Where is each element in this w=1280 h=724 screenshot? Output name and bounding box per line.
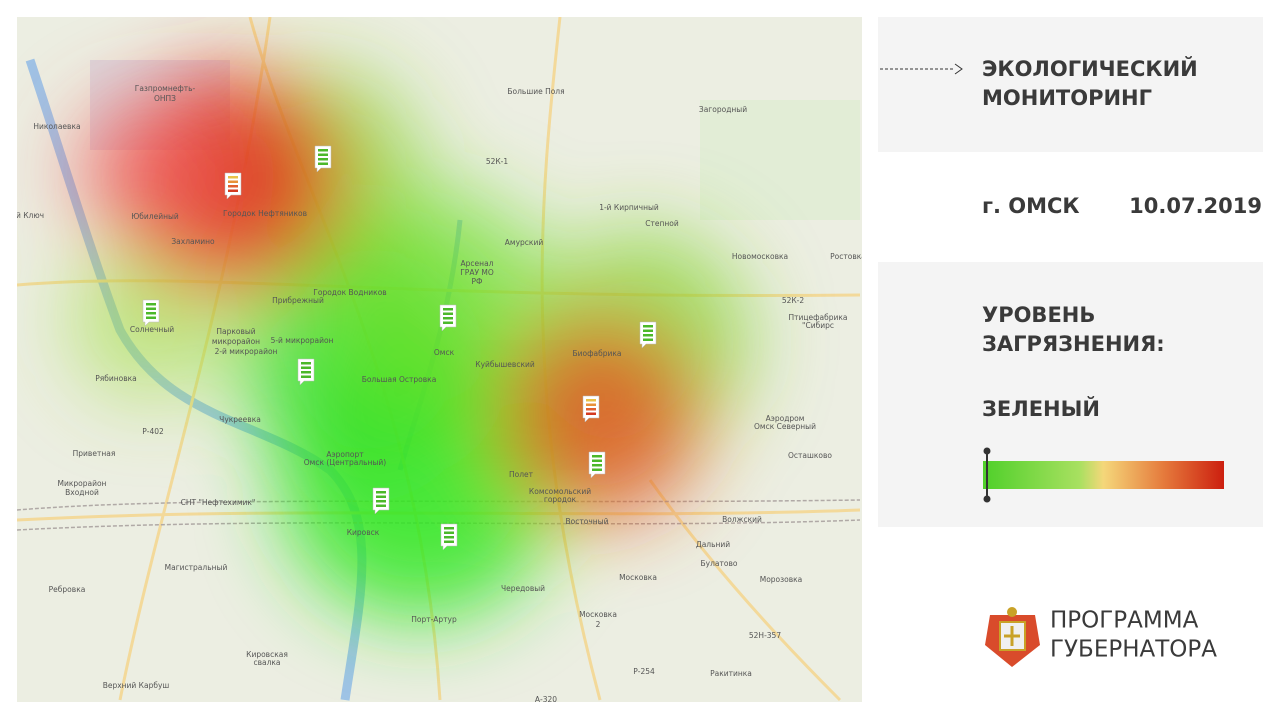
place-label: Ребровка <box>49 585 86 594</box>
footer-text: ГУБЕРНАТОРА <box>1050 637 1217 663</box>
place-label: Полет <box>509 470 534 479</box>
arrow-head <box>954 63 963 75</box>
place-label: Аэродром <box>766 414 805 423</box>
pollution-level: ЗЕЛЕНЫЙ <box>982 396 1100 421</box>
place-label: микрорайон <box>212 337 260 346</box>
place-label: 2-й микрорайон <box>215 347 278 356</box>
place-label: Николаевка <box>33 122 80 131</box>
place-label: Парковый <box>216 327 255 336</box>
place-label: 5-й микрорайон <box>271 336 334 345</box>
sensor-marker <box>588 451 606 479</box>
place-label: свалка <box>253 658 280 667</box>
place-label: Омск Северный <box>754 422 816 431</box>
place-label: Новомосковка <box>732 252 788 261</box>
place-label: Волжский <box>722 515 762 524</box>
sensor-marker <box>314 145 332 173</box>
pollution-label: УРОВЕНЬ <box>982 303 1095 327</box>
place-label: Юбилейный <box>131 212 179 221</box>
level-pointer <box>983 447 991 455</box>
place-label: Газпромнефть- <box>135 84 196 93</box>
level-scale <box>983 461 1224 489</box>
place-label: Верхний Карбуш <box>103 681 170 690</box>
place-label: Рябиновка <box>95 374 137 383</box>
city: г. ОМСК <box>982 194 1080 218</box>
place-label: Морозовка <box>760 575 803 584</box>
place-label: Чукреевка <box>219 415 261 424</box>
level-pointer <box>983 495 991 503</box>
place-label: 1-й Кирпичный <box>599 203 659 212</box>
map: Газпромнефть-ОНПЗ Николаевка Юбилейный Горо… <box>16 17 866 704</box>
map-labels: Газпромнефть-ОНПЗ Николаевка Юбилейный Горо… <box>16 84 866 704</box>
place-label: Биофабрика <box>572 349 621 358</box>
place-label: Степной <box>645 219 679 228</box>
header-box <box>878 17 1263 152</box>
field <box>700 100 860 220</box>
place-label: Московка <box>619 573 657 582</box>
place-label: Арсенал <box>461 259 494 268</box>
footer-text: ПРОГРАММА <box>1050 608 1199 634</box>
place-label: Дальний <box>696 540 730 549</box>
date: 10.07.2019 <box>1129 194 1262 218</box>
place-label: Р-402 <box>142 427 164 436</box>
markers <box>142 145 657 551</box>
place-label: Куйбышевский <box>475 360 535 369</box>
sensor-marker <box>297 358 315 386</box>
place-label: Захламино <box>171 237 215 246</box>
place-label: Ростовка <box>830 252 866 261</box>
pollution-label: ЗАГРЯЗНЕНИЯ: <box>982 332 1165 356</box>
place-label: А-320 <box>535 695 557 704</box>
place-label: й Ключ <box>16 211 44 220</box>
place-label: Кировская <box>246 650 288 659</box>
place-label: "Сибирс <box>802 321 834 330</box>
place-label: ОНПЗ <box>154 94 176 103</box>
emblem <box>985 607 1040 667</box>
place-label: Кировск <box>347 528 380 537</box>
place-label: Омск <box>434 348 455 357</box>
place-label: Магистральный <box>165 563 228 572</box>
place-label: Р-254 <box>633 667 655 676</box>
sensor-marker <box>639 321 657 349</box>
place-label: 52К-2 <box>782 296 805 305</box>
place-label: Большие Поля <box>507 87 564 96</box>
place-label: Птицефабрика <box>789 313 848 322</box>
sensor-marker <box>142 299 160 327</box>
place-label: Входной <box>65 488 99 497</box>
place-label: Прибрежный <box>272 296 324 305</box>
place-label: Восточный <box>566 517 609 526</box>
title: МОНИТОРИНГ <box>982 86 1152 110</box>
place-label: Булатово <box>701 559 738 568</box>
sensor-marker <box>372 487 390 515</box>
place-label: Осташково <box>788 451 832 460</box>
place-label: 2 <box>596 620 601 629</box>
place-label: Омск (Центральный) <box>304 458 387 467</box>
place-label: Загородный <box>699 105 747 114</box>
place-label: Приветная <box>73 449 116 458</box>
place-label: 52К-1 <box>486 157 509 166</box>
sensor-marker <box>224 172 242 200</box>
sensor-marker <box>582 395 600 423</box>
place-label: Московка <box>579 610 617 619</box>
place-label: Городок Нефтяников <box>223 209 307 218</box>
place-label: ГРАУ МО <box>460 268 494 277</box>
place-label: Аэропорт <box>326 450 364 459</box>
sensor-marker <box>440 523 458 551</box>
place-label: Порт-Артур <box>411 615 457 624</box>
place-label: Чередовый <box>501 584 545 593</box>
place-label: Ракитинка <box>710 669 752 678</box>
place-label: Комсомольский <box>529 487 591 496</box>
place-label: Солнечный <box>130 325 174 334</box>
place-label: Амурский <box>505 238 544 247</box>
place-label: Городок Водников <box>313 288 386 297</box>
title: ЭКОЛОГИЧЕСКИЙ <box>982 56 1198 81</box>
place-label: городок <box>544 495 577 504</box>
place-label: Большая Островка <box>362 375 437 384</box>
place-label: 52Н-357 <box>749 631 781 640</box>
place-label: СНТ "Нефтехимик" <box>181 498 256 507</box>
place-label: РФ <box>472 277 484 286</box>
sensor-marker <box>439 304 457 332</box>
place-label: Микрорайон <box>58 479 107 488</box>
